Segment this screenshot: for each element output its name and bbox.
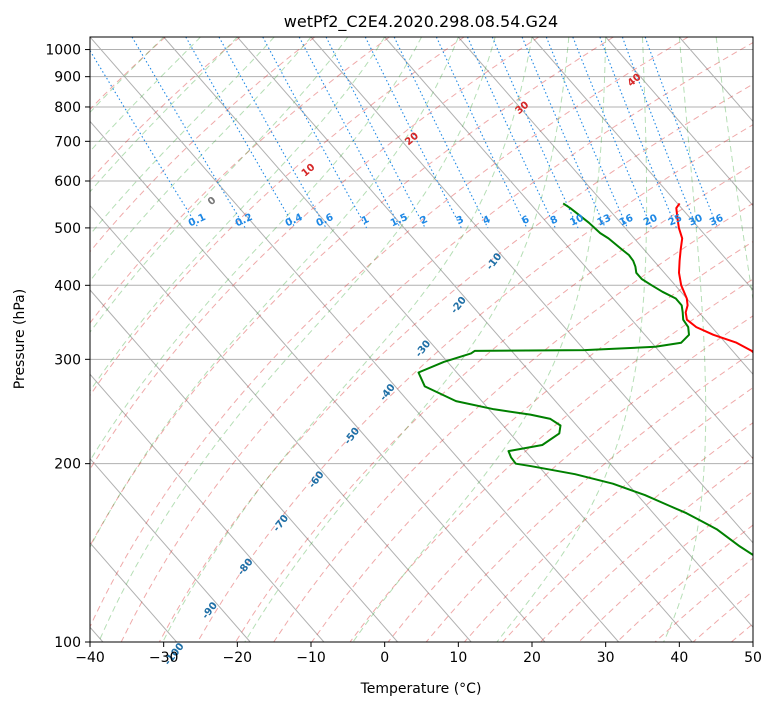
mixing-ratio-label: 2 xyxy=(419,214,430,227)
mixing-ratio-label: 4 xyxy=(481,214,492,227)
isotherm-line xyxy=(531,37,753,291)
dry-adiabat-line xyxy=(120,41,753,642)
x-tick-label: 10 xyxy=(449,650,467,666)
x-tick-label: 50 xyxy=(744,650,762,666)
moist-adiabat-line xyxy=(496,37,648,642)
mixing-ratio-line xyxy=(599,37,677,229)
x-tick-label: 30 xyxy=(597,650,615,666)
plot-frame xyxy=(89,36,754,643)
dry-adiabat-line xyxy=(90,37,540,471)
dry-adiabat-line xyxy=(349,278,753,642)
y-tick-label: 700 xyxy=(54,134,81,150)
mixing-ratio-line xyxy=(491,37,579,229)
moist-adiabat-line xyxy=(715,37,753,303)
x-tick-label: −30 xyxy=(149,650,179,666)
mixing-ratio-line xyxy=(621,37,698,229)
chart-title: wetPf2_C2E4.2020.298.08.54.G24 xyxy=(284,12,558,32)
isotherm-line xyxy=(90,37,619,642)
dry-adiabat-line xyxy=(311,240,753,642)
mixing-ratio-label: 6 xyxy=(520,214,531,227)
dry-adiabat-line xyxy=(90,37,166,111)
y-tick-label: 800 xyxy=(54,100,81,116)
x-tick-label: −40 xyxy=(75,650,105,666)
sounding-series xyxy=(417,202,753,557)
mixing-ratio-label: 3 xyxy=(455,214,466,227)
background-lines xyxy=(90,37,753,642)
dry-adiabat-line xyxy=(425,351,753,642)
isotherm-line xyxy=(90,373,325,642)
moist-adiabat-line xyxy=(90,37,312,282)
isotherm-line xyxy=(90,289,398,642)
mixing-ratio-line xyxy=(298,37,401,229)
mixing-ratio-line xyxy=(364,37,462,229)
y-tick-label: 1000 xyxy=(45,43,81,59)
moist-adiabat-line xyxy=(90,37,386,392)
dry-adiabat-line xyxy=(90,37,316,253)
mixing-ratio-label: 16 xyxy=(618,213,635,229)
isotherm-line xyxy=(163,37,693,642)
y-tick-label: 200 xyxy=(54,457,81,473)
isotherm-line xyxy=(236,37,753,628)
dry-adiabat-line xyxy=(90,37,689,629)
dry-adiabat-line xyxy=(90,37,614,547)
mixing-ratio-line xyxy=(393,37,489,229)
moist-adiabat-line xyxy=(90,37,349,334)
moist-adiabat-line xyxy=(98,37,496,642)
y-axis-label: Pressure (hPa) xyxy=(12,289,28,389)
y-tick-label: 600 xyxy=(54,174,81,190)
mixing-ratio-line xyxy=(545,37,629,229)
mixing-ratio-line xyxy=(262,37,368,229)
mixing-ratio-label: 8 xyxy=(549,214,560,227)
dry-adiabat-line xyxy=(90,37,390,324)
mixing-ratio-label: 30 xyxy=(687,213,704,229)
x-axis: −40 −30 −20 −10 0 10 20 30 40 50 xyxy=(75,642,762,666)
mixing-ratio-line xyxy=(644,37,719,229)
isotherm-line xyxy=(90,204,472,642)
isotherm-line xyxy=(90,120,546,642)
x-tick-label: 40 xyxy=(670,650,688,666)
x-tick-label: −20 xyxy=(223,650,253,666)
y-tick-label: 500 xyxy=(54,221,81,237)
y-tick-label: 400 xyxy=(54,278,81,294)
moist-adiabat-line xyxy=(90,37,459,549)
y-axis: 1000 900 800 700 600 500 400 300 200 100 xyxy=(45,43,90,651)
dry-adiabat-line xyxy=(90,37,241,182)
moist-adiabat-line xyxy=(663,37,707,642)
temperature-profile-line xyxy=(675,202,753,354)
mixing-ratio-label: 13 xyxy=(596,213,613,229)
mixing-ratio-line xyxy=(521,37,606,229)
x-tick-label: 20 xyxy=(523,650,541,666)
mixing-ratio-label: 20 xyxy=(642,213,659,229)
mixing-ratio-label: 36 xyxy=(708,213,725,229)
mixing-ratio-label: 10 xyxy=(568,213,585,229)
moist-adiabat-line xyxy=(352,37,607,642)
dewpoint-profile-line xyxy=(417,202,753,557)
y-tick-label: 300 xyxy=(54,352,81,368)
mixing-ratio-line xyxy=(572,37,653,229)
x-tick-label: −10 xyxy=(296,650,326,666)
moist-adiabat-line xyxy=(90,37,275,236)
isotherm-line xyxy=(384,37,753,460)
mixing-ratio-label: 1 xyxy=(360,214,371,227)
isotherm-line xyxy=(457,37,753,376)
moist-adiabat-line xyxy=(162,37,533,642)
x-tick-label: 0 xyxy=(380,650,389,666)
dry-adiabat-line xyxy=(90,37,465,397)
mixing-ratio-line xyxy=(90,49,199,229)
y-tick-label: 100 xyxy=(54,635,81,651)
mixing-ratio-line xyxy=(218,37,327,229)
moist-adiabat-line xyxy=(90,37,422,462)
isotherm-line xyxy=(605,37,753,207)
mixing-ratio-label: 25 xyxy=(667,213,684,229)
y-tick-label: 900 xyxy=(54,70,81,86)
isotherm-line xyxy=(90,457,251,642)
dry-adiabat-line xyxy=(387,315,753,642)
moist-adiabat-line xyxy=(244,37,570,642)
isotherm-line xyxy=(310,37,753,544)
plot-area xyxy=(90,37,753,642)
x-axis-label: Temperature (°C) xyxy=(360,681,482,697)
